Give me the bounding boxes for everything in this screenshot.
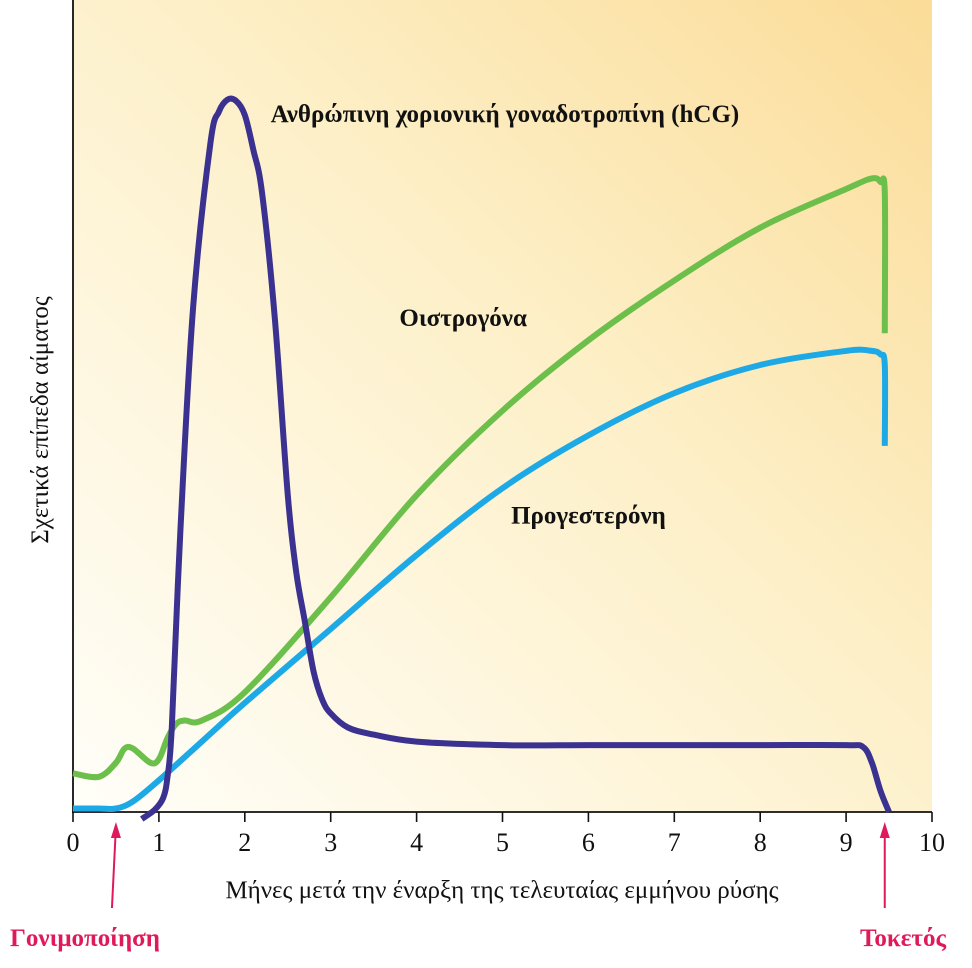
x-tick-label: 0 (67, 828, 80, 857)
series-labels: Ανθρώπινη χοριονική γοναδοτροπίνη (hCG) Ο… (271, 101, 740, 529)
series-lines (72, 95, 892, 822)
hcg-label: Ανθρώπινη χοριονική γοναδοτροπίνη (hCG) (271, 101, 740, 128)
x-axis-title: Μήνες μετά την έναρξη της τελευταίας εμμ… (225, 877, 778, 904)
x-tick-label: 4 (410, 828, 423, 857)
x-tick-label: 2 (238, 828, 251, 857)
plot-area (73, 0, 932, 812)
x-tick-label: 6 (582, 828, 595, 857)
x-tick-label: 1 (152, 828, 165, 857)
x-axis-ticks: 0 1 2 3 4 5 6 7 8 9 10 (67, 812, 945, 857)
delivery-arrow-head (879, 822, 890, 838)
x-tick-label: 8 (754, 828, 767, 857)
progesterone-curve (73, 346, 889, 813)
estrogen-label: Οιστρογόνα (399, 305, 527, 332)
x-tick-label: 3 (324, 828, 337, 857)
x-tick-label: 7 (668, 828, 681, 857)
delivery-label: Τοκετός (860, 925, 946, 952)
fertilization-arrow-head (110, 822, 121, 838)
x-tick-label: 5 (496, 828, 509, 857)
event-markers: Γονιμοποίηση Τοκετός (10, 822, 946, 952)
fertilization-arrow-shaft (110, 825, 117, 909)
fertilization-label: Γονιμοποίηση (10, 925, 160, 952)
y-axis-title: Σχετικά επίπεδα αίματος (27, 296, 54, 544)
estrogen-curve (72, 175, 889, 781)
x-tick-label: 9 (840, 828, 853, 857)
hcg-curve (140, 95, 892, 822)
progesterone-label: Προγεστερόνη (511, 502, 666, 529)
x-tick-label: 10 (919, 828, 945, 857)
